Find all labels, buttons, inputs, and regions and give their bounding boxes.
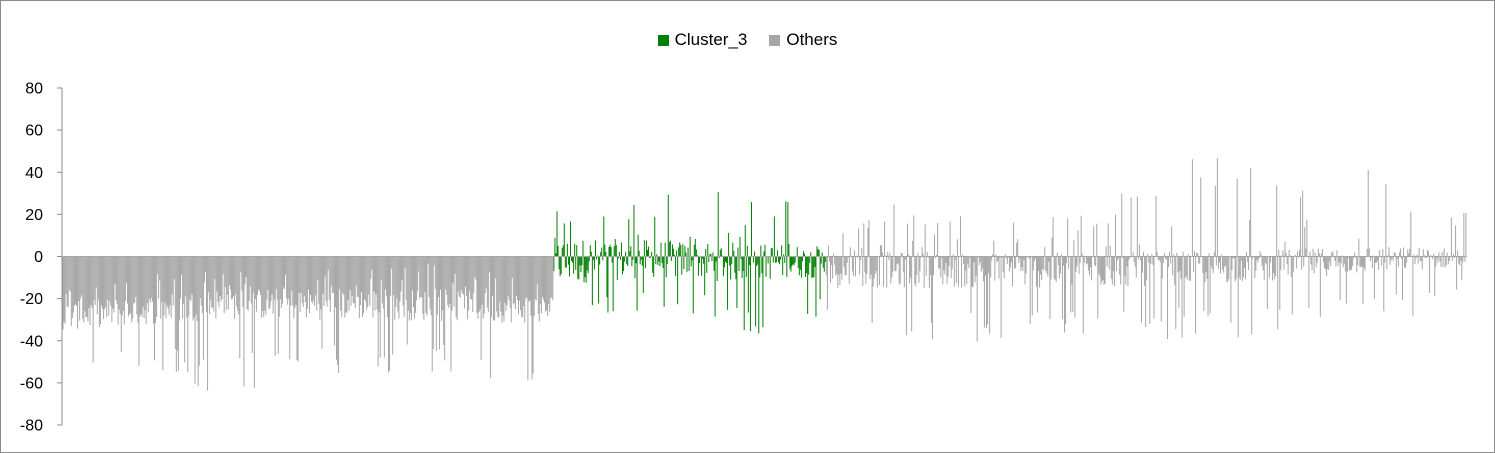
- y-tick-label: -40: [20, 333, 43, 350]
- y-tick-label: 80: [25, 81, 43, 98]
- legend-label-cluster-3: Cluster_3: [674, 30, 748, 49]
- legend-label-others: Others: [786, 30, 838, 49]
- y-tick-label: -80: [20, 418, 43, 435]
- legend-item-others: Others: [769, 30, 837, 50]
- y-tick-label: 40: [25, 165, 43, 182]
- legend-swatch-others: [769, 34, 781, 46]
- legend-swatch-cluster-3: [657, 34, 669, 46]
- legend: Cluster_3 Others: [0, 30, 1495, 50]
- y-tick-label: 60: [25, 123, 43, 140]
- y-tick-label: 20: [25, 207, 43, 224]
- y-axis: 80 60 40 20 0 -20 -40 -60 -80: [20, 81, 63, 435]
- legend-item-cluster-3: Cluster_3: [657, 30, 748, 50]
- y-tick-label: -20: [20, 291, 43, 308]
- y-tick-label: 0: [34, 249, 43, 266]
- bars-group: [62, 158, 1467, 391]
- y-tick-label: -60: [20, 375, 43, 392]
